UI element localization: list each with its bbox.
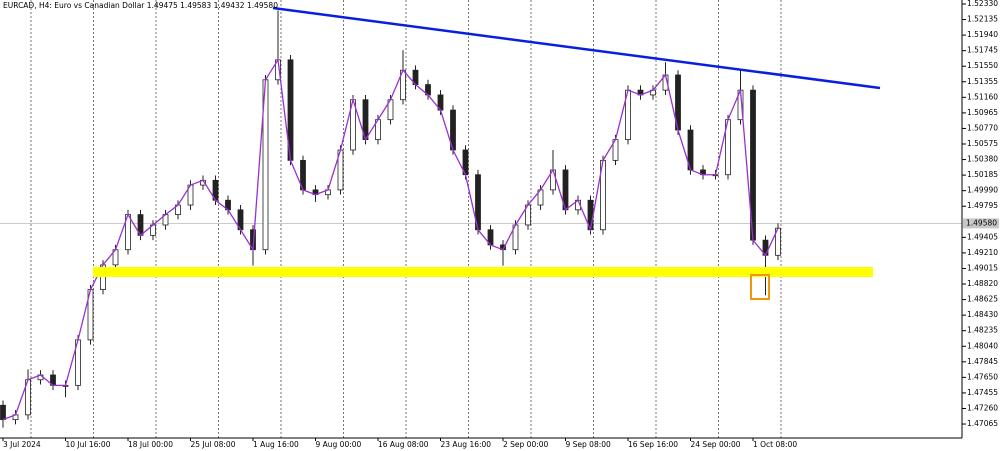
plot-area (0, 0, 962, 438)
y-tick-label: 1.47455 (967, 388, 998, 397)
close-line (2, 57, 779, 421)
y-tick-label: 1.48040 (967, 341, 998, 350)
y-tick-label: 1.51160 (967, 92, 998, 101)
y-tick-label: 1.50380 (967, 155, 998, 164)
y-tick-label: 1.51745 (967, 46, 998, 55)
last-price-box (963, 218, 999, 229)
x-tick-label: 24 Sep 00:00 (691, 440, 741, 449)
x-tick-label: 16 Sep 16:00 (628, 440, 678, 449)
y-tick-label: 1.48235 (967, 326, 998, 335)
x-tick-label: 18 Jul 00:00 (128, 440, 173, 449)
y-tick-label: 1.50575 (967, 139, 998, 148)
y-tick-label: 1.49990 (967, 186, 998, 195)
x-tick-label: 25 Jul 08:00 (191, 440, 236, 449)
x-tick-label: 16 Aug 08:00 (378, 440, 429, 449)
x-tick-label: 2 Sep 00:00 (503, 440, 549, 449)
y-tick-label: 1.49015 (967, 263, 998, 272)
y-tick-label: 1.47845 (967, 357, 998, 366)
y-tick-label: 1.49210 (967, 248, 998, 257)
y-tick-label: 1.51355 (967, 77, 998, 86)
x-tick-label: 1 Oct 08:00 (753, 440, 797, 449)
chart-title: EURCAD, H4: Euro vs Canadian Dollar 1.49… (3, 1, 278, 10)
y-tick-label: 1.48820 (967, 279, 998, 288)
x-tick-label: 23 Aug 16:00 (441, 440, 492, 449)
y-tick-label: 1.49405 (967, 232, 998, 241)
y-tick-label: 1.52135 (967, 15, 998, 24)
y-tick-label: 1.52330 (967, 0, 998, 8)
x-tick-label: 1 Aug 16:00 (253, 440, 299, 449)
y-tick-label: 1.47065 (967, 419, 998, 428)
y-tick-label: 1.49795 (967, 201, 998, 210)
y-tick-label: 1.48625 (967, 295, 998, 304)
y-tick-label: 1.50770 (967, 123, 998, 132)
x-tick-label: 3 Jul 2024 (3, 440, 41, 449)
support-zone (93, 267, 873, 277)
x-tick-label: 9 Sep 08:00 (566, 440, 612, 449)
candle-body (0, 404, 6, 421)
y-tick-label: 1.48430 (967, 310, 998, 319)
highlight-box (750, 274, 770, 300)
x-tick-label: 9 Aug 00:00 (316, 440, 362, 449)
last-price-label: 1.49580 (966, 218, 997, 227)
y-tick-label: 1.47650 (967, 372, 998, 381)
y-tick-label: 1.50965 (967, 108, 998, 117)
y-tick-label: 1.50185 (967, 170, 998, 179)
y-tick-label: 1.51550 (967, 61, 998, 70)
y-tick-label: 1.47260 (967, 403, 998, 412)
x-tick-label: 10 Jul 16:00 (66, 440, 111, 449)
trend-line (272, 6, 881, 90)
y-tick-label: 1.51940 (967, 30, 998, 39)
